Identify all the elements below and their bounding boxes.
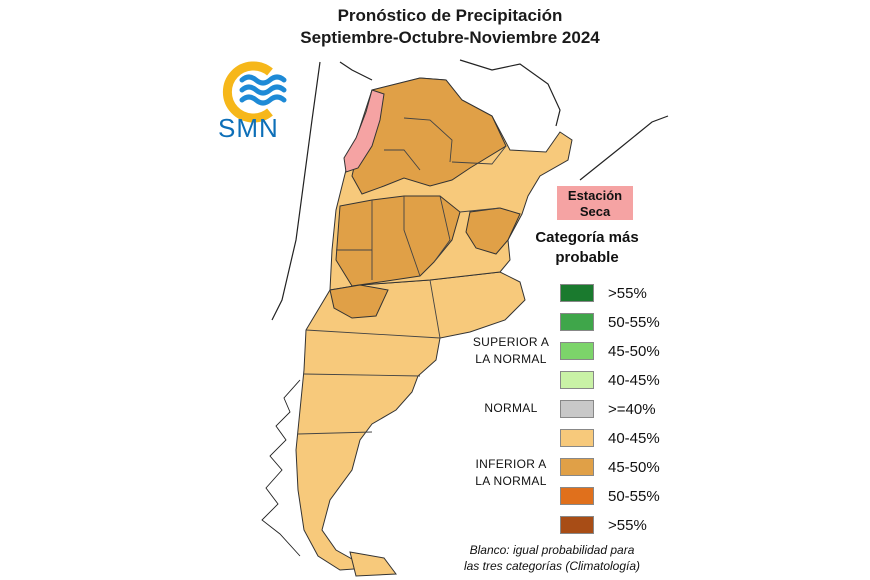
region-northwest	[351, 77, 507, 195]
legend-heading: Categoría más probable	[520, 228, 654, 268]
argentina-regions	[295, 77, 573, 571]
legend-heading-line-2: probable	[555, 249, 619, 266]
dry-season-line-2: Seca	[579, 204, 611, 219]
legend-swatch	[560, 487, 594, 505]
legend-range-label: >=40%	[608, 400, 656, 418]
dry-season-line-1: Estación	[567, 188, 623, 203]
legend-range-label: 45-50%	[608, 342, 660, 360]
dry-season-label: Estación Seca	[557, 186, 633, 220]
legend-swatch	[560, 400, 594, 418]
footnote-line-1: Blanco: igual probabilidad para	[469, 543, 635, 557]
footnote: Blanco: igual probabilidad para las tres…	[442, 542, 662, 574]
legend-group-superior: SUPERIOR A LA NORMAL	[466, 334, 556, 368]
legend-item: >55%	[560, 514, 647, 536]
legend-swatch	[560, 284, 594, 302]
legend-item: 50-55%	[560, 485, 660, 507]
legend-item: 50-55%	[560, 311, 660, 333]
legend-range-label: >55%	[608, 516, 647, 534]
region-southern-argentina	[295, 271, 526, 571]
legend-range-label: 50-55%	[608, 487, 660, 505]
legend-swatch	[560, 342, 594, 360]
legend-item: 40-45%	[560, 369, 660, 391]
legend-item: 40-45%	[560, 427, 660, 449]
region-litoral	[465, 207, 521, 255]
legend-range-label: >55%	[608, 284, 647, 302]
dry-season-region	[343, 89, 385, 173]
legend-swatch	[560, 313, 594, 331]
tierra-del-fuego	[349, 551, 397, 577]
legend-range-label: 45-50%	[608, 458, 660, 476]
title-line-1: Pronóstico de Precipitación	[337, 6, 563, 25]
superior-line-2: LA NORMAL	[475, 352, 547, 366]
chile-coastline	[261, 379, 301, 557]
legend-item: >=40%	[560, 398, 656, 420]
legend-heading-line-1: Categoría más	[535, 229, 639, 246]
legend-item: 45-50%	[560, 456, 660, 478]
legend-item: >55%	[560, 282, 647, 304]
legend-swatch	[560, 429, 594, 447]
legend-group-normal: NORMAL	[466, 400, 556, 417]
map-title: Pronóstico de Precipitación Septiembre-O…	[230, 5, 670, 49]
legend-range-label: 40-45%	[608, 371, 660, 389]
region-center	[335, 195, 461, 287]
normal-label: NORMAL	[484, 401, 538, 415]
legend-group-inferior: INFERIOR A LA NORMAL	[466, 456, 556, 490]
province-borders	[297, 117, 507, 435]
legend-swatch	[560, 458, 594, 476]
legend-range-label: 50-55%	[608, 313, 660, 331]
inferior-line-1: INFERIOR A	[475, 457, 547, 471]
title-line-2: Septiembre-Octubre-Noviembre 2024	[300, 28, 600, 47]
legend-range-label: 40-45%	[608, 429, 660, 447]
superior-line-1: SUPERIOR A	[472, 335, 550, 349]
footnote-line-2: las tres categorías (Climatología)	[463, 559, 641, 573]
legend-item: 45-50%	[560, 340, 660, 362]
smn-logo-icon	[222, 61, 287, 123]
inferior-line-2: LA NORMAL	[475, 474, 547, 488]
logo-text: SMN	[218, 113, 279, 143]
legend-swatch	[560, 516, 594, 534]
region-cuyo	[329, 284, 389, 319]
legend-swatch	[560, 371, 594, 389]
